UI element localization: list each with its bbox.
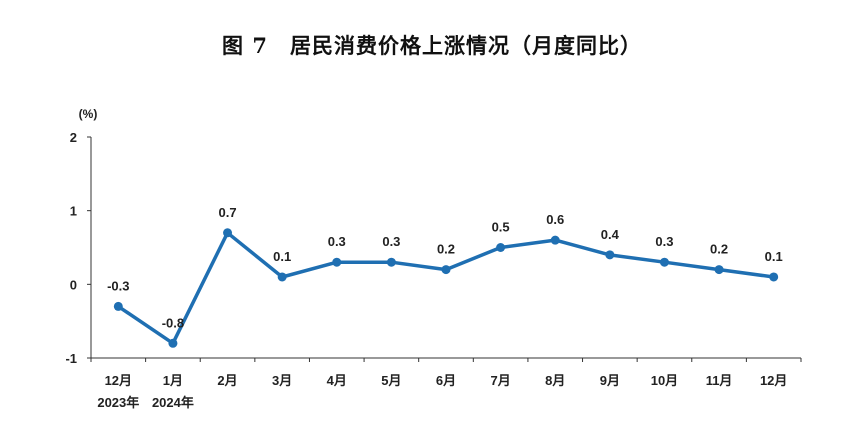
x-tick-label: 12月: [105, 373, 132, 388]
y-tick-label: 2: [70, 130, 77, 145]
data-point: [168, 338, 178, 348]
x-tick-label: 7月: [490, 373, 510, 388]
x-tick-label: 12月: [760, 373, 787, 388]
data-label: -0.3: [107, 278, 129, 293]
data-point: [605, 250, 615, 260]
y-tick-labels: 2 1 0 -1: [65, 130, 91, 366]
data-point: [714, 265, 724, 275]
y-tick-label: 1: [70, 204, 77, 219]
data-label: 0.6: [546, 212, 564, 227]
data-point: [223, 228, 233, 238]
x-tick-label: 9月: [600, 373, 620, 388]
data-point: [496, 243, 506, 252]
x-tick-label: 5月: [381, 373, 401, 388]
data-label: 0.2: [710, 242, 728, 257]
data-label: 0.3: [655, 234, 673, 249]
x-tick-label: 4月: [327, 373, 347, 388]
chart-title: 图 7 居民消费价格上涨情况（月度同比）: [222, 33, 642, 58]
x-tick-label: 2月: [217, 373, 237, 388]
x-year-label: 2023年: [97, 395, 139, 410]
data-point: [550, 235, 560, 245]
data-point: [386, 257, 396, 267]
data-label: 0.2: [437, 242, 455, 257]
data-label: 0.4: [601, 227, 620, 242]
data-label: 0.1: [765, 249, 783, 264]
x-tick-label: 1月: [163, 373, 183, 388]
data-point: [277, 272, 287, 282]
data-labels: -0.3 -0.8 0.7 0.1 0.3 0.3 0.2 0.5 0.6 0.4 0.3 0.2 0.…: [107, 205, 783, 331]
data-label: 0.3: [382, 234, 400, 249]
y-tick-label: -1: [65, 351, 77, 366]
data-point: [441, 265, 451, 275]
x-tick-labels: 12月 1月 2月 3月 4月 5月 6月 7月 8月 9月 10月 11月 12月 2023年 2024年: [90, 358, 802, 410]
data-point: [659, 257, 669, 267]
y-axis-unit-label: (%): [79, 107, 98, 121]
data-point: [113, 301, 123, 311]
data-point: [769, 272, 779, 282]
x-tick-label: 10月: [651, 373, 678, 388]
data-label: 0.7: [218, 205, 236, 220]
data-label: 0.1: [273, 249, 291, 264]
data-label: 0.5: [492, 220, 510, 235]
x-tick-label: 3月: [272, 373, 292, 388]
data-label: -0.8: [162, 315, 184, 330]
x-tick-label: 8月: [545, 373, 565, 388]
series-group: [113, 228, 779, 348]
data-label: 0.3: [328, 234, 346, 249]
x-year-label: 2024年: [152, 395, 194, 410]
y-tick-label: 0: [70, 277, 77, 292]
data-point: [332, 257, 342, 267]
x-tick-label: 11月: [706, 373, 733, 388]
x-tick-label: 6月: [436, 373, 456, 388]
axes: [90, 137, 801, 359]
